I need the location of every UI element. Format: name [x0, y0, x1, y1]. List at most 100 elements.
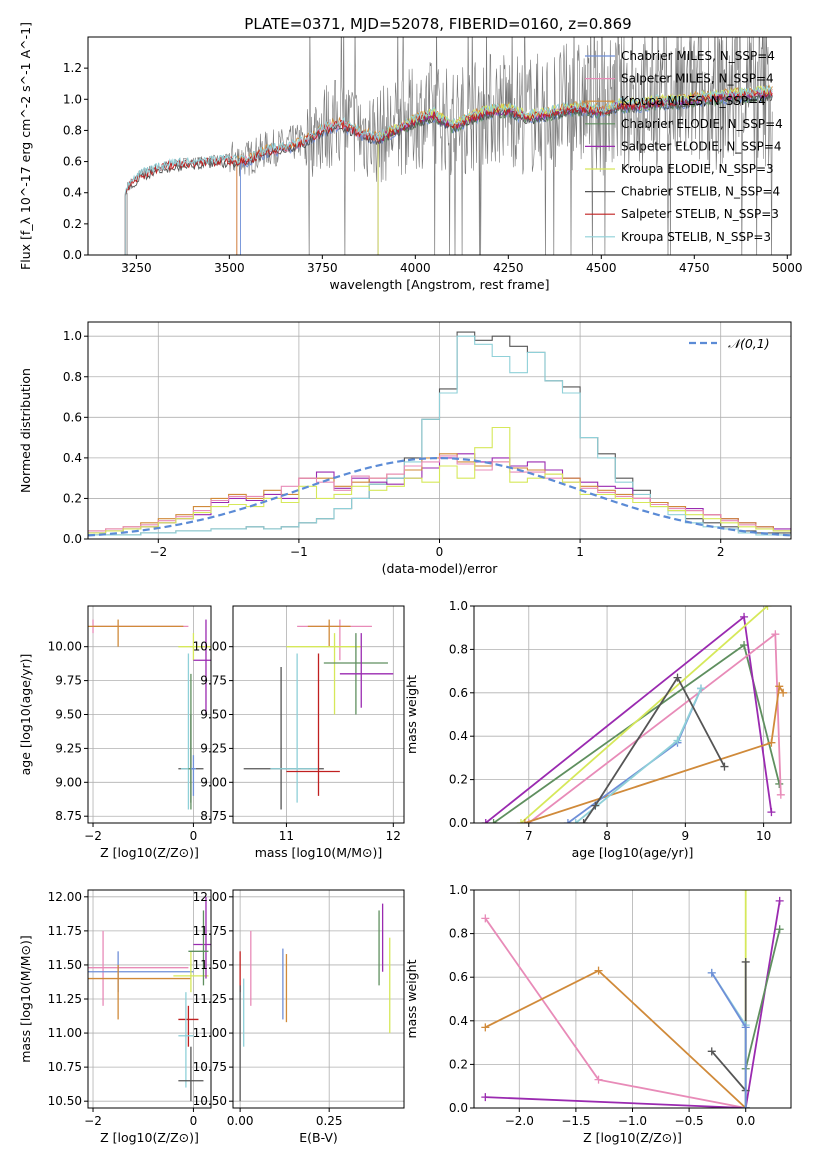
weight-marker — [767, 808, 776, 817]
weight-marker — [481, 1023, 490, 1032]
weight-line-chab_miles — [711, 972, 747, 1108]
spectrum-panel: 3250 3500 3750 4000 4250 4500 4750 5000 0.0 0.2 0.… — [18, 22, 803, 292]
y-tick-label: 10.00 — [48, 640, 82, 654]
weight-line-salp_miles — [484, 917, 746, 1108]
y-tick-label: 10.00 — [193, 640, 227, 654]
x-axis-label: Z [log10(Z/Z⊙)] — [583, 1130, 682, 1145]
model-salp_stelib — [124, 88, 773, 255]
y-tick-label: 0.4 — [63, 451, 82, 465]
y-tick-label: 9.00 — [200, 775, 227, 789]
weight-marker — [594, 966, 603, 975]
x-axis-label: wavelength [Angstrom, rest frame] — [329, 277, 549, 292]
weight-marker — [775, 896, 784, 905]
x-tick-label: 3250 — [121, 261, 152, 275]
y-axis-label: mass weight — [404, 675, 419, 754]
weight-marker — [524, 819, 533, 823]
weight-marker — [591, 801, 600, 810]
axes-frame — [473, 605, 792, 824]
y-tick-label: 8.75 — [200, 809, 227, 823]
weight-marker — [741, 890, 750, 894]
weight-line-krou_elodie — [520, 606, 769, 823]
weight-marker — [481, 914, 490, 923]
weight-marker — [489, 819, 498, 823]
y-tick-label: 0.8 — [63, 123, 82, 137]
weight-marker — [779, 688, 788, 697]
x-tick-label: 0 — [190, 829, 198, 843]
x-tick-label: 4250 — [493, 261, 524, 275]
x-tick-label: 12 — [386, 829, 401, 843]
x-tick-label: 4750 — [679, 261, 710, 275]
plot-area — [239, 903, 391, 1102]
y-tick-label: 9.00 — [55, 775, 82, 789]
x-tick-label: 0.0 — [736, 1114, 755, 1128]
weight-marker — [720, 762, 729, 771]
weight-marker — [571, 819, 580, 823]
legend-label: Chabrier STELIB, N_SSP=4 — [621, 185, 780, 199]
x-axis-label: E(B-V) — [299, 1130, 338, 1145]
y-tick-label: 10.50 — [48, 1094, 82, 1108]
weight-line-salp_elodie — [485, 900, 781, 1108]
mass-vs-metallicity-panel: −2 0 10.50 10.75 11.00 11.25 11.50 11.75 12.00 Z … — [18, 889, 212, 1145]
weight-marker — [673, 736, 682, 745]
y-tick-label: 0.8 — [449, 642, 468, 656]
y-axis-label: Flux [f_λ 10^-17 erg cm^-2 s^-1 A^-1] — [18, 22, 33, 270]
weight-marker — [741, 1023, 750, 1032]
y-tick-label: 11.25 — [193, 992, 227, 1006]
x-tick-label: −2 — [84, 1114, 102, 1128]
weight-marker — [516, 819, 525, 823]
plot-area — [88, 896, 211, 1102]
y-tick-label: 0.2 — [449, 773, 468, 787]
x-tick-label: 3750 — [307, 261, 338, 275]
weight-line-chab_stelib — [711, 961, 747, 1108]
x-axis-label: Z [log10(Z/Z⊙)] — [100, 845, 199, 860]
x-tick-label: 0 — [436, 545, 444, 559]
x-tick-label: 8 — [603, 829, 611, 843]
plot-area — [88, 331, 791, 537]
plot-area — [481, 890, 784, 1108]
x-tick-label: 3500 — [214, 261, 245, 275]
x-tick-label: 0.00 — [227, 1114, 254, 1128]
x-tick-label: −1.0 — [618, 1114, 647, 1128]
y-tick-label: 0.0 — [449, 1101, 468, 1115]
legend-label: Chabrier MILES, N_SSP=4 — [621, 49, 775, 63]
y-tick-label: 1.0 — [63, 92, 82, 106]
y-tick-label: 9.75 — [200, 674, 227, 688]
y-tick-label: 1.0 — [449, 599, 468, 613]
y-tick-label: 10.75 — [193, 1060, 227, 1074]
x-tick-label: 4500 — [586, 261, 617, 275]
y-tick-label: 9.50 — [55, 708, 82, 722]
y-tick-label: 12.00 — [48, 890, 82, 904]
weight-line-chab_elodie — [744, 928, 781, 1070]
x-axis-label: Z [log10(Z/Z⊙)] — [100, 1130, 199, 1145]
weight-marker — [707, 1047, 716, 1056]
y-tick-label: 0.4 — [63, 186, 82, 200]
y-axis-label: mass [log10(M/M⊙)] — [18, 935, 33, 1063]
y-tick-label: 8.75 — [55, 809, 82, 823]
weight-marker — [707, 968, 716, 977]
x-tick-label: 11 — [279, 829, 294, 843]
y-tick-label: 1.2 — [63, 61, 82, 75]
weight-marker — [563, 819, 572, 823]
y-tick-label: 9.25 — [55, 741, 82, 755]
x-tick-label: −1 — [290, 545, 308, 559]
weight-line-krou_stelib — [711, 972, 747, 1108]
weight-marker — [594, 1075, 603, 1084]
weight-marker — [771, 630, 780, 639]
x-tick-label: −1.5 — [561, 1114, 590, 1128]
model-chab_elodie — [377, 93, 773, 255]
y-tick-label: 1.0 — [63, 329, 82, 343]
weight-marker — [740, 612, 749, 621]
y-tick-label: 0.4 — [449, 729, 468, 743]
legend-label: Salpeter ELODIE, N_SSP=4 — [621, 139, 782, 153]
y-tick-label: 10.75 — [48, 1060, 82, 1074]
y-tick-label: 0.6 — [449, 686, 468, 700]
y-tick-label: 1.0 — [449, 883, 468, 897]
y-tick-label: 0.8 — [449, 927, 468, 941]
legend-label: Chabrier ELODIE, N_SSP=4 — [621, 117, 783, 131]
x-axis-label: age [log10(age/yr)] — [572, 845, 694, 860]
y-tick-label: 0.2 — [63, 217, 82, 231]
weight-marker — [520, 819, 529, 823]
plot-area — [243, 619, 394, 810]
x-tick-label: −2 — [149, 545, 167, 559]
